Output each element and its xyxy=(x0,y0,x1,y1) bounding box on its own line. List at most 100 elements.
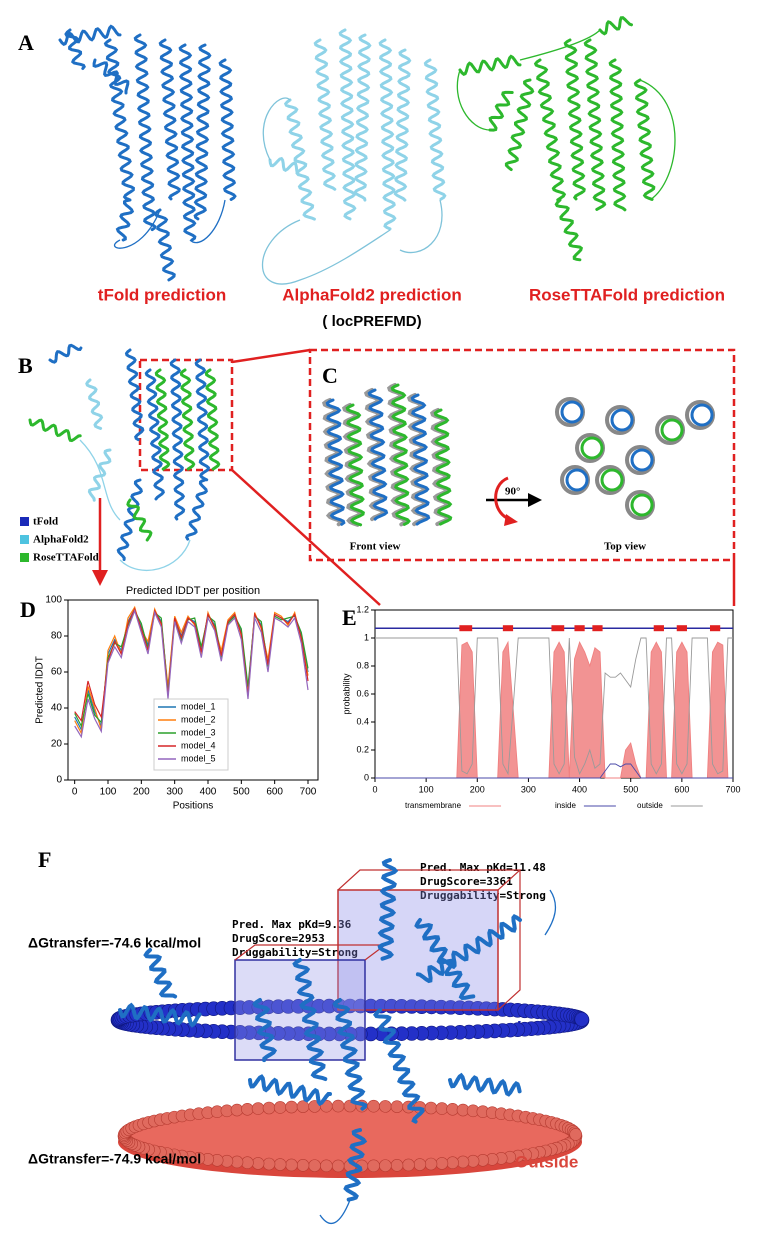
arrow-head xyxy=(92,570,108,586)
caption: tFold prediction xyxy=(98,285,226,304)
legend-label: transmembrane xyxy=(405,801,462,810)
helix xyxy=(185,478,208,541)
y-tick-label: 20 xyxy=(51,739,63,750)
area xyxy=(375,642,733,778)
helix xyxy=(115,198,135,242)
helix xyxy=(533,58,567,202)
helix xyxy=(193,43,212,221)
legend-swatch xyxy=(20,535,29,544)
y-tick-label: 0 xyxy=(364,772,369,782)
helix xyxy=(92,58,130,95)
panel-label: C xyxy=(322,363,338,388)
bead xyxy=(273,1101,287,1114)
helix xyxy=(423,58,447,201)
bead xyxy=(251,1157,265,1170)
legend-label: model_1 xyxy=(181,701,216,711)
helix xyxy=(144,368,165,501)
bead xyxy=(308,1159,321,1172)
membrane-model xyxy=(117,1099,583,1178)
y-tick-label: 0.6 xyxy=(356,688,369,698)
tm-segment xyxy=(709,625,721,632)
bead xyxy=(390,1100,404,1113)
line xyxy=(74,608,309,739)
helix xyxy=(64,28,86,70)
helix xyxy=(313,38,337,191)
x-tick-label: 700 xyxy=(725,784,740,794)
bead xyxy=(241,1102,254,1116)
helix xyxy=(598,16,633,36)
x-tick-label: 0 xyxy=(72,787,78,798)
connector xyxy=(231,348,311,364)
loop xyxy=(319,889,557,1225)
view-label: Front view xyxy=(350,541,401,553)
zoom-box xyxy=(138,358,234,472)
helix-top xyxy=(560,400,584,424)
y-axis-label: Predicted lDDT xyxy=(35,656,46,724)
x-tick-label: 600 xyxy=(674,784,689,794)
helix xyxy=(353,33,372,202)
bead xyxy=(367,1159,380,1173)
x-tick-label: 300 xyxy=(166,787,183,798)
helix xyxy=(28,418,82,443)
legend-label: model_4 xyxy=(181,740,216,750)
y-tick-label: 100 xyxy=(45,595,62,606)
legend-label: tFold xyxy=(33,516,58,528)
caption: RoseTTAFold prediction xyxy=(529,285,725,304)
helix xyxy=(268,156,300,177)
y-tick-label: 0.8 xyxy=(356,660,369,670)
helix-top xyxy=(690,403,714,427)
helix-top xyxy=(660,418,684,442)
x-tick-label: 200 xyxy=(133,787,150,798)
helix xyxy=(488,90,514,132)
panel-label: D xyxy=(20,597,36,622)
panel-label: B xyxy=(18,353,33,378)
energy-label: ΔGtransfer=-74.9 kcal/mol xyxy=(28,1151,201,1167)
loop xyxy=(113,199,226,249)
x-tick-label: 500 xyxy=(233,787,250,798)
tm-segment xyxy=(459,625,473,632)
helix xyxy=(415,914,522,984)
helix xyxy=(608,58,627,212)
helix xyxy=(390,383,411,526)
loop xyxy=(262,97,443,285)
arrow-head xyxy=(504,514,518,526)
y-tick-label: 0.4 xyxy=(356,716,369,726)
bead xyxy=(424,1157,438,1171)
pocket-box-edge xyxy=(234,869,522,1011)
bead xyxy=(262,1101,276,1115)
helix xyxy=(118,1002,202,1028)
bead xyxy=(424,1101,438,1115)
line xyxy=(74,607,309,723)
helix xyxy=(204,368,221,471)
helix xyxy=(458,54,522,77)
y-tick-label: 80 xyxy=(51,631,63,642)
helix-top xyxy=(580,436,604,460)
helix-top xyxy=(630,448,654,472)
bead xyxy=(574,1012,590,1027)
helix xyxy=(133,33,157,232)
tm-segment xyxy=(574,625,585,632)
bead xyxy=(262,1157,276,1171)
legend-label: model_2 xyxy=(181,714,216,724)
bead xyxy=(273,1158,287,1171)
legend-swatch xyxy=(20,553,29,562)
helix xyxy=(283,98,316,221)
helix xyxy=(58,24,122,47)
loop xyxy=(456,29,676,201)
helix xyxy=(633,78,656,201)
legend-label: AlphaFold2 xyxy=(33,534,89,546)
helix xyxy=(85,378,104,430)
x-tick-label: 0 xyxy=(372,784,377,794)
helix xyxy=(248,1074,332,1107)
helix xyxy=(373,1008,425,1124)
bead xyxy=(446,1156,459,1170)
bead xyxy=(367,1099,380,1113)
pocket-label: Pred. Max pKd=11.48 xyxy=(420,861,546,874)
helix xyxy=(343,1128,368,1202)
line xyxy=(375,637,733,776)
outside-label: Outside xyxy=(515,1152,578,1171)
helix xyxy=(218,58,237,201)
tm-segment xyxy=(653,625,664,632)
bead xyxy=(413,1158,427,1171)
helix xyxy=(158,38,181,201)
